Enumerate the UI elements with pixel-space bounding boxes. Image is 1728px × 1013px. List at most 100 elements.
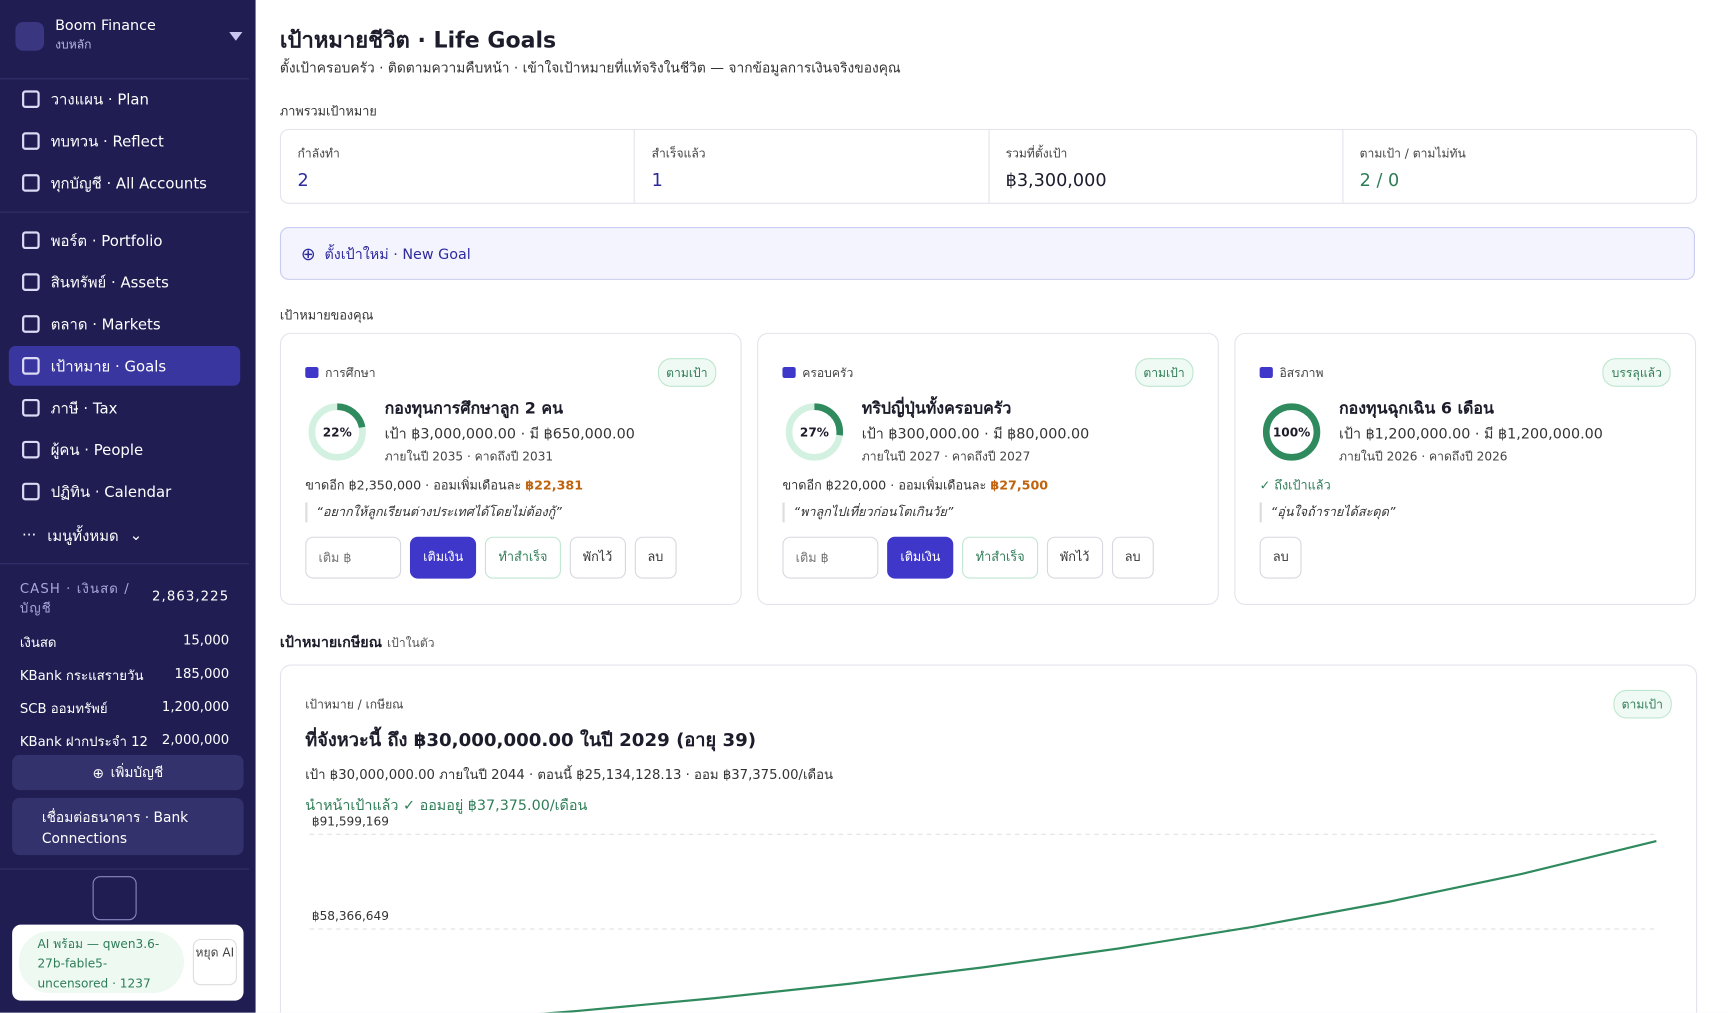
cash-title: CASH · เงินสด / บัญชี [19,580,130,617]
logo [15,21,45,51]
new-goal[interactable]: ⊕ ตั้งเป้าใหม่ · New Goal [279,227,1695,280]
summary-item-value: ฿3,300,000 [1005,169,1107,191]
nav-label: สินทรัพย์ · Assets [50,274,169,293]
action-button[interactable]: ทำสำเร็จ [962,536,1038,579]
nav-icon [22,132,40,150]
summary-item: รวมที่ตั้งเป้า ฿3,300,000 [989,130,1344,203]
goal-timeline: ภายในปี 2027 · คาดถึงปี 2027 [861,449,1031,464]
chevron: ⌄ [129,526,143,545]
nav-icon [22,90,40,108]
projection-chart: ฿58,366,649 ฿91,599,169 [309,814,1657,1013]
more-label: เมนูทั้งหมด [47,527,119,546]
account-row: เงินสด 15,000 [20,633,229,654]
nav-item[interactable]: ทบทวน · Reflect [9,121,240,161]
page-subtitle: ตั้งเป้าครอบครัว · ติดตามความคืบหน้า · เ… [279,59,901,77]
goal-quote: “อุ่นใจถ้ารายได้สะดุด” [1259,502,1395,523]
divider [0,211,250,213]
status-pill: ตามเป้า [1612,689,1672,719]
status-pill: ตามเป้า [1134,358,1194,387]
category-label: อิสรภาพ [1279,365,1324,381]
remaining-text: ขาดอีก ฿220,000 · ออมเพิ่มเดือนละ [782,477,987,493]
ring-progress [1262,403,1321,461]
summary: กำลังทำ 2 สำเร็จแล้ว 1 รวมที่ตั้งเป้า ฿3,300,… [279,128,1698,204]
nav-item[interactable]: ภาษี · Tax [9,388,240,428]
ring-label: 100% [1273,425,1310,439]
action-button[interactable]: ลบ [634,536,677,579]
account-amount: 1,200,000 [161,698,230,715]
amount-input[interactable] [782,536,879,579]
action-button[interactable]: ลบ [1259,536,1302,579]
amount-input[interactable] [305,536,402,579]
monthly-amount: ฿27,500 [990,477,1049,493]
add-account[interactable]: ⊕ เพิ่มบัญชี [12,754,244,791]
remaining-text: ขาดอีก ฿2,350,000 · ออมเพิ่มเดือนละ [305,477,522,493]
summary-item-label: กำลังทำ [297,146,340,161]
goal-category: ครอบครัว [782,363,853,383]
summary-item: สำเร็จแล้ว 1 [635,130,990,203]
account-row: SCB ออมทรัพย์ 1,200,000 [20,699,229,720]
action-button[interactable]: ทำสำเร็จ [485,536,561,579]
goal-detail: เป้า ฿1,200,000.00 · มี ฿1,200,000.00 [1338,426,1603,444]
nav-more[interactable]: ··· เมนูทั้งหมด ⌄ [9,516,240,556]
nav-label: ทบทวน · Reflect [50,133,164,151]
bank-connections[interactable]: เชื่อมต่อธนาคาร · Bank Connections [12,797,244,856]
section-sub: เป้าในตัว [386,635,435,651]
goal-remaining: ขาดอีก ฿220,000 · ออมเพิ่มเดือนละ ฿27,50… [782,476,1048,496]
nav-label: วางแผน · Plan [50,91,149,110]
nav-icon [22,398,40,417]
more-icon: ··· [22,526,37,545]
nav-item[interactable]: เป้าหมาย · Goals [8,346,241,386]
nav-item[interactable]: ตลาด · Markets [9,304,240,344]
sidebar: Boom Finance งบหลัก วางแผน · Plan ทบทวน · … [0,0,256,1013]
goal-detail: เป้า ฿300,000.00 · มี ฿80,000.00 [861,426,1090,444]
goal-name: ทริปญี่ปุ่นทั้งครอบครัว [861,400,1012,418]
progress-ring: 100% [1262,403,1321,461]
action-button[interactable]: เติมเงิน [887,536,954,579]
plus-icon: ⊕ [300,242,316,264]
retirement-headline: ที่จังหวะนี้ ถึง ฿30,000,000.00 ในปี 202… [305,729,757,751]
retirement-label: เป้าหมาย / เกษียณ [305,697,404,712]
summary-label: ภาพรวมเป้าหมาย [279,103,377,120]
nav-item[interactable]: พอร์ต · Portfolio [9,220,240,260]
nav-item[interactable]: สินทรัพย์ · Assets [9,262,240,302]
ring-label: 22% [323,425,352,439]
chat-toggle[interactable] [92,876,137,921]
account-amount: 2,000,000 [161,731,230,748]
nav-label: ภาษี · Tax [50,400,118,418]
brand-name: Boom Finance [55,17,156,35]
category-icon [305,366,319,378]
action-button[interactable]: พักไว้ [1046,536,1103,579]
nav-item[interactable]: ปฏิทิน · Calendar [9,472,240,512]
goal-detail: เป้า ฿3,000,000.00 · มี ฿650,000.00 [384,426,635,444]
monthly-amount: ฿22,381 [525,477,584,493]
category-icon [782,366,796,378]
action-button[interactable]: พักไว้ [569,536,626,579]
goal-name: กองทุนฉุกเฉิน 6 เดือน [1338,400,1494,418]
nav-icon [22,231,40,250]
cash-total: 2,863,225 [151,588,230,604]
nav-icon [22,174,40,192]
nav-item[interactable]: ทุกบัญชี · All Accounts [9,163,240,203]
account-name: KBank กระแสรายวัน [19,667,144,684]
nav-label: ทุกบัญชี · All Accounts [50,175,207,193]
ai-stop[interactable]: หยุด AI [192,938,237,986]
nav-item[interactable]: วางแผน · Plan [9,79,240,119]
summary-item-value: 1 [651,169,663,191]
progress-ring: 22% [308,403,366,461]
retirement-card: เป้าหมาย / เกษียณ ตามเป้า ที่จังหวะนี้ ถ… [279,664,1698,1013]
section-title: เป้าหมายเกษียณ [279,634,382,652]
nav-icon [22,273,40,291]
retirement-detail: เป้า ฿30,000,000.00 ภายในปี 2044 · ตอนนี… [305,767,834,783]
goal-card: ครอบครัว ตามเป้า 27% ทริปญี่ปุ่นทั้งครอบครั… [757,332,1219,606]
nav-item[interactable]: ผู้คน · People [9,430,240,470]
action-button[interactable]: ลบ [1111,536,1154,579]
goal-remaining: ขาดอีก ฿2,350,000 · ออมเพิ่มเดือนละ ฿22,… [305,476,583,496]
nav-label: ผู้คน · People [50,441,144,460]
brand[interactable]: Boom Finance งบหลัก [15,17,243,54]
main: เป้าหมายชีวิต · Life Goals ตั้งเป้าครอบค… [255,0,1728,1013]
action-button[interactable]: เติมเงิน [409,536,477,579]
goals-label: เป้าหมายของคุณ [279,307,374,323]
brand-sub: งบหลัก [55,37,92,52]
ai-status: AI พร้อม — qwen3.6-27b-fable5-uncensored… [18,931,185,993]
